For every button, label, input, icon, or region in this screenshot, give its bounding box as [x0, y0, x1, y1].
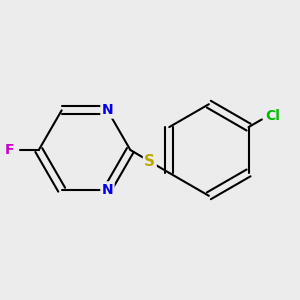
Text: N: N	[102, 183, 113, 197]
Text: Cl: Cl	[266, 110, 280, 124]
Text: S: S	[144, 154, 155, 169]
Text: N: N	[102, 103, 113, 117]
Text: F: F	[5, 143, 15, 157]
